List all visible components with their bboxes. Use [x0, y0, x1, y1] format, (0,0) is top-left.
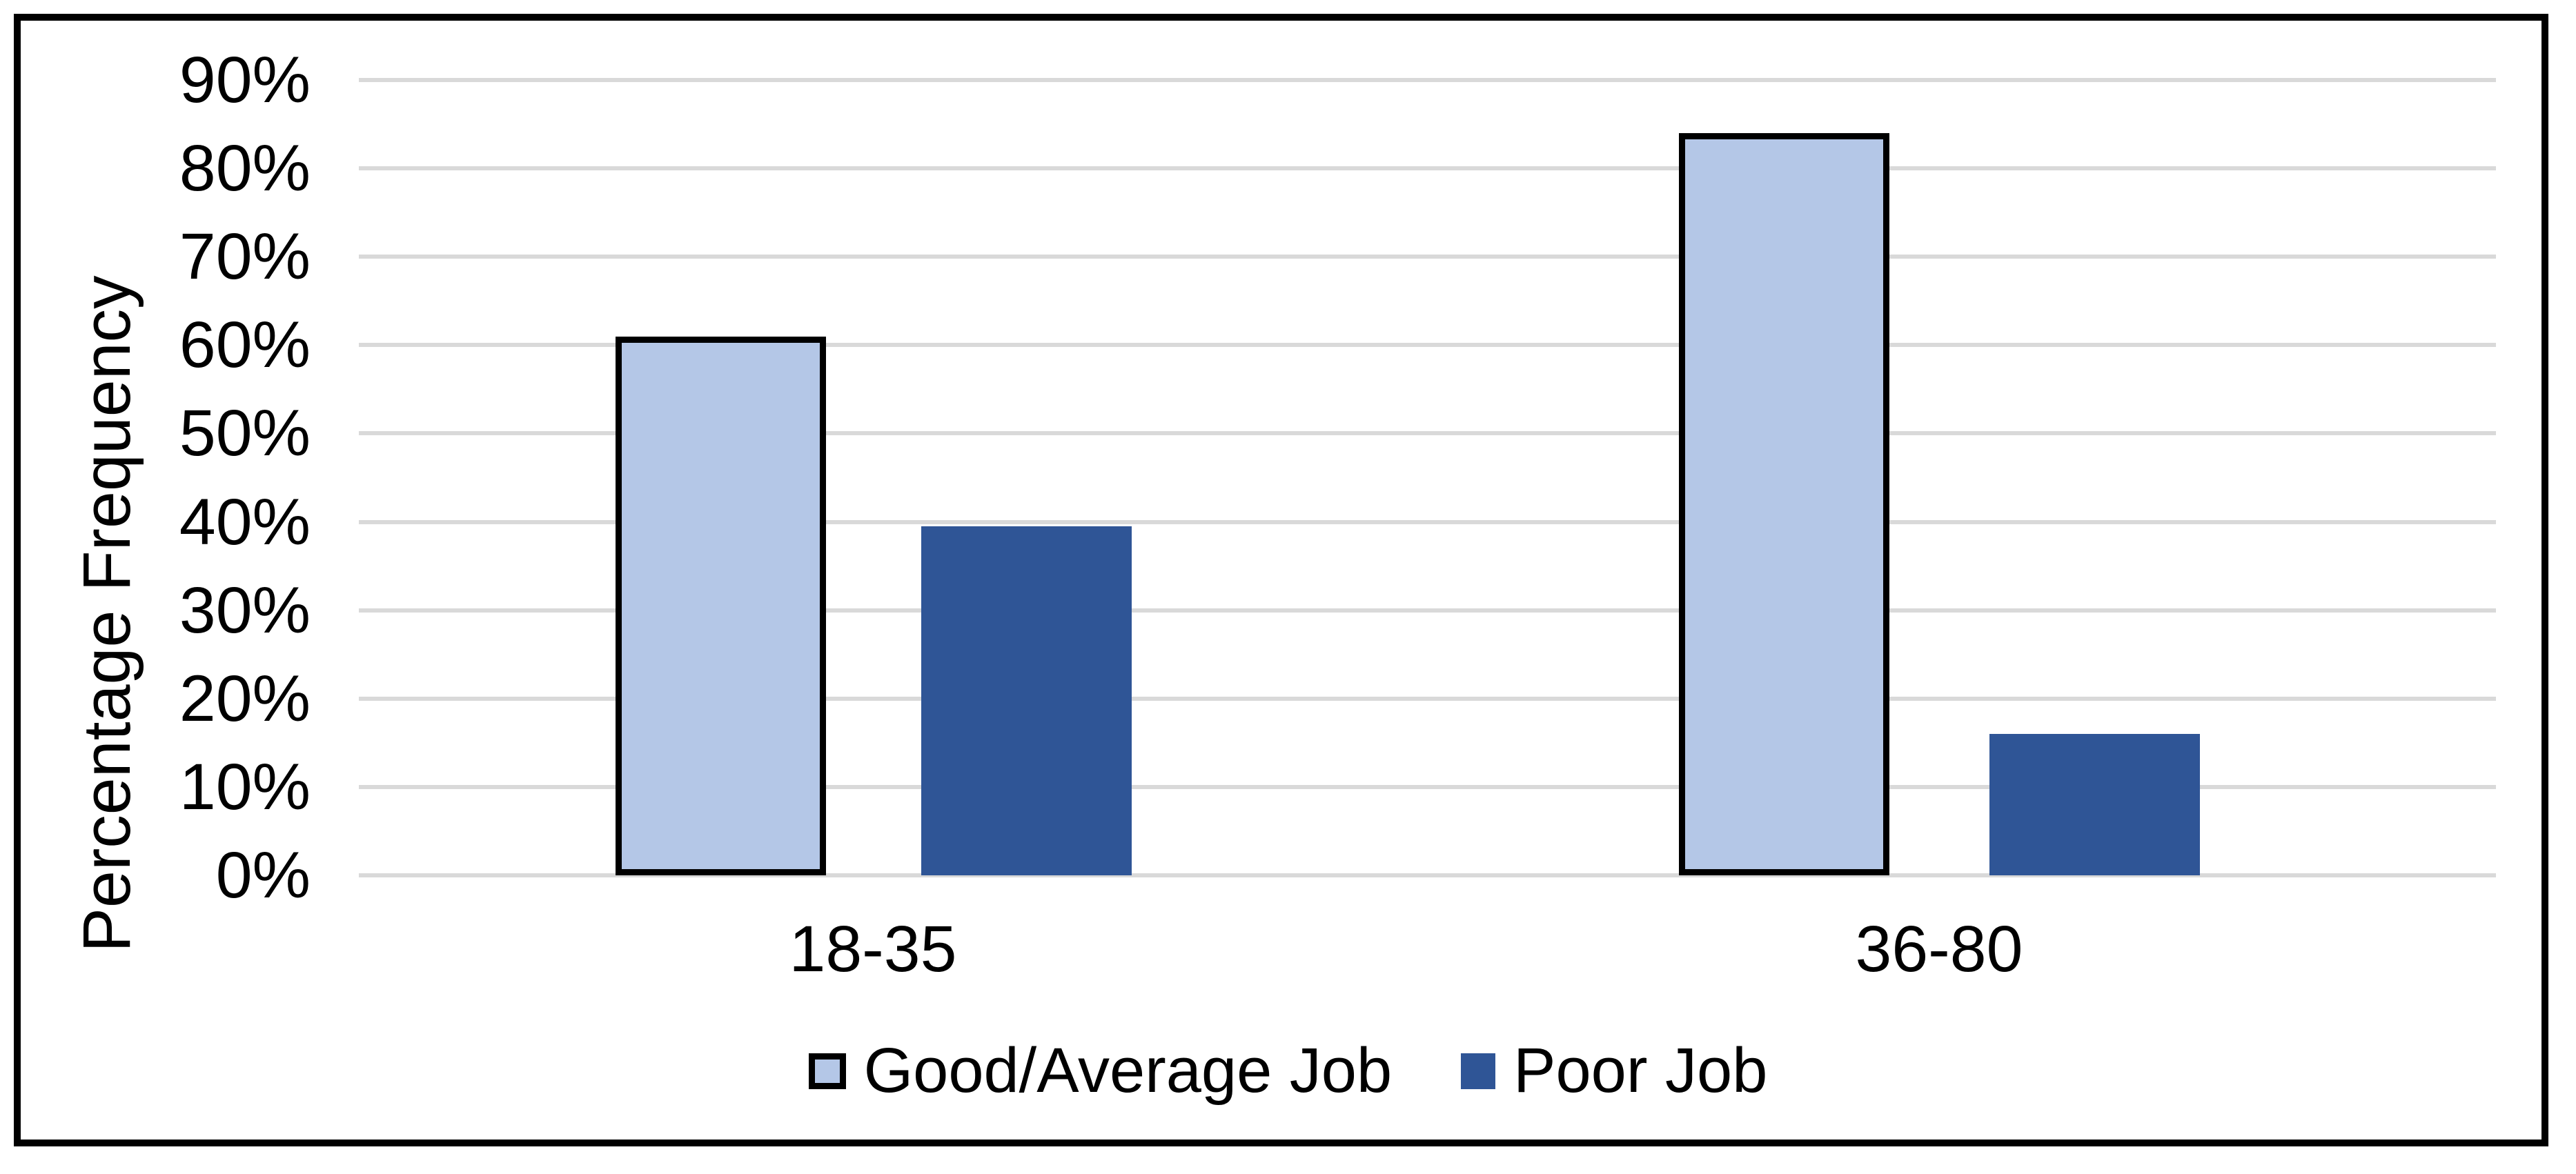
legend-item-good-average-job[interactable]: Good/Average Job	[808, 1035, 1393, 1107]
y-tick-label-80%: 80%	[179, 132, 311, 206]
legend-label-good-average-job: Good/Average Job	[863, 1035, 1393, 1106]
y-tick-label-50%: 50%	[179, 397, 311, 470]
x-category-label-18-35: 18-35	[789, 913, 957, 986]
bar-poor-job-36-80[interactable]	[1989, 734, 2200, 875]
y-tick-label-40%: 40%	[179, 485, 311, 559]
gridline-80%	[359, 166, 2496, 171]
bar-poor-job-18-35[interactable]	[921, 526, 1132, 875]
gridline-90%	[359, 78, 2496, 82]
y-tick-label-30%: 30%	[179, 573, 311, 647]
gridline-50%	[359, 431, 2496, 436]
gridline-40%	[359, 519, 2496, 524]
gridline-70%	[359, 255, 2496, 259]
y-tick-label-20%: 20%	[179, 661, 311, 735]
bar-good-average-job-18-35[interactable]	[616, 336, 826, 875]
legend-item-poor-job[interactable]: Poor Job	[1461, 1035, 1767, 1107]
y-tick-label-0%: 0%	[215, 839, 311, 912]
legend-marker-poor-job	[1461, 1053, 1496, 1089]
gridline-60%	[359, 343, 2496, 348]
legend: Good/Average Job Poor Job	[0, 1035, 2576, 1107]
legend-marker-good-average-job	[808, 1053, 846, 1089]
gridline-20%	[359, 696, 2496, 701]
chart-frame	[14, 14, 2548, 1146]
legend-label-poor-job: Poor Job	[1513, 1035, 1768, 1106]
bar-good-average-job-36-80[interactable]	[1679, 132, 1889, 875]
gridline-0%	[359, 873, 2496, 877]
y-tick-label-10%: 10%	[179, 750, 311, 824]
x-category-label-36-80: 36-80	[1855, 913, 2023, 986]
y-tick-label-90%: 90%	[179, 43, 311, 117]
y-tick-label-60%: 60%	[179, 308, 311, 382]
gridline-10%	[359, 784, 2496, 789]
gridline-30%	[359, 608, 2496, 613]
plot-area	[359, 78, 2496, 877]
y-tick-label-70%: 70%	[179, 220, 311, 294]
